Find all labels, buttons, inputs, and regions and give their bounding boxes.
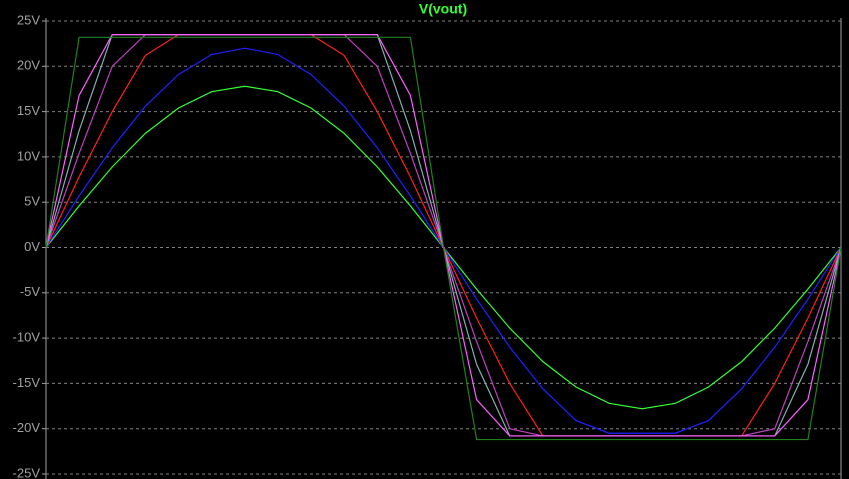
y-tick-label: -20V [13, 420, 41, 435]
series-line [45, 33, 842, 437]
series-line [45, 33, 842, 437]
series-line [45, 47, 842, 434]
y-tick-label: -10V [13, 330, 41, 345]
y-tick-label: 15V [17, 103, 40, 118]
y-tick-label: 20V [17, 58, 40, 73]
y-tick-label: 5V [24, 194, 40, 209]
y-tick-label: 10V [17, 148, 40, 163]
chart-title: V(vout) [419, 1, 467, 17]
series-line [45, 36, 842, 441]
y-tick-label: 25V [17, 12, 40, 27]
y-tick-label: -15V [13, 375, 41, 390]
y-tick-label: 0V [24, 239, 40, 254]
series-line [45, 33, 842, 437]
y-tick-label: -5V [20, 284, 41, 299]
y-tick-label: -25V [13, 465, 41, 479]
series-line [45, 33, 842, 437]
